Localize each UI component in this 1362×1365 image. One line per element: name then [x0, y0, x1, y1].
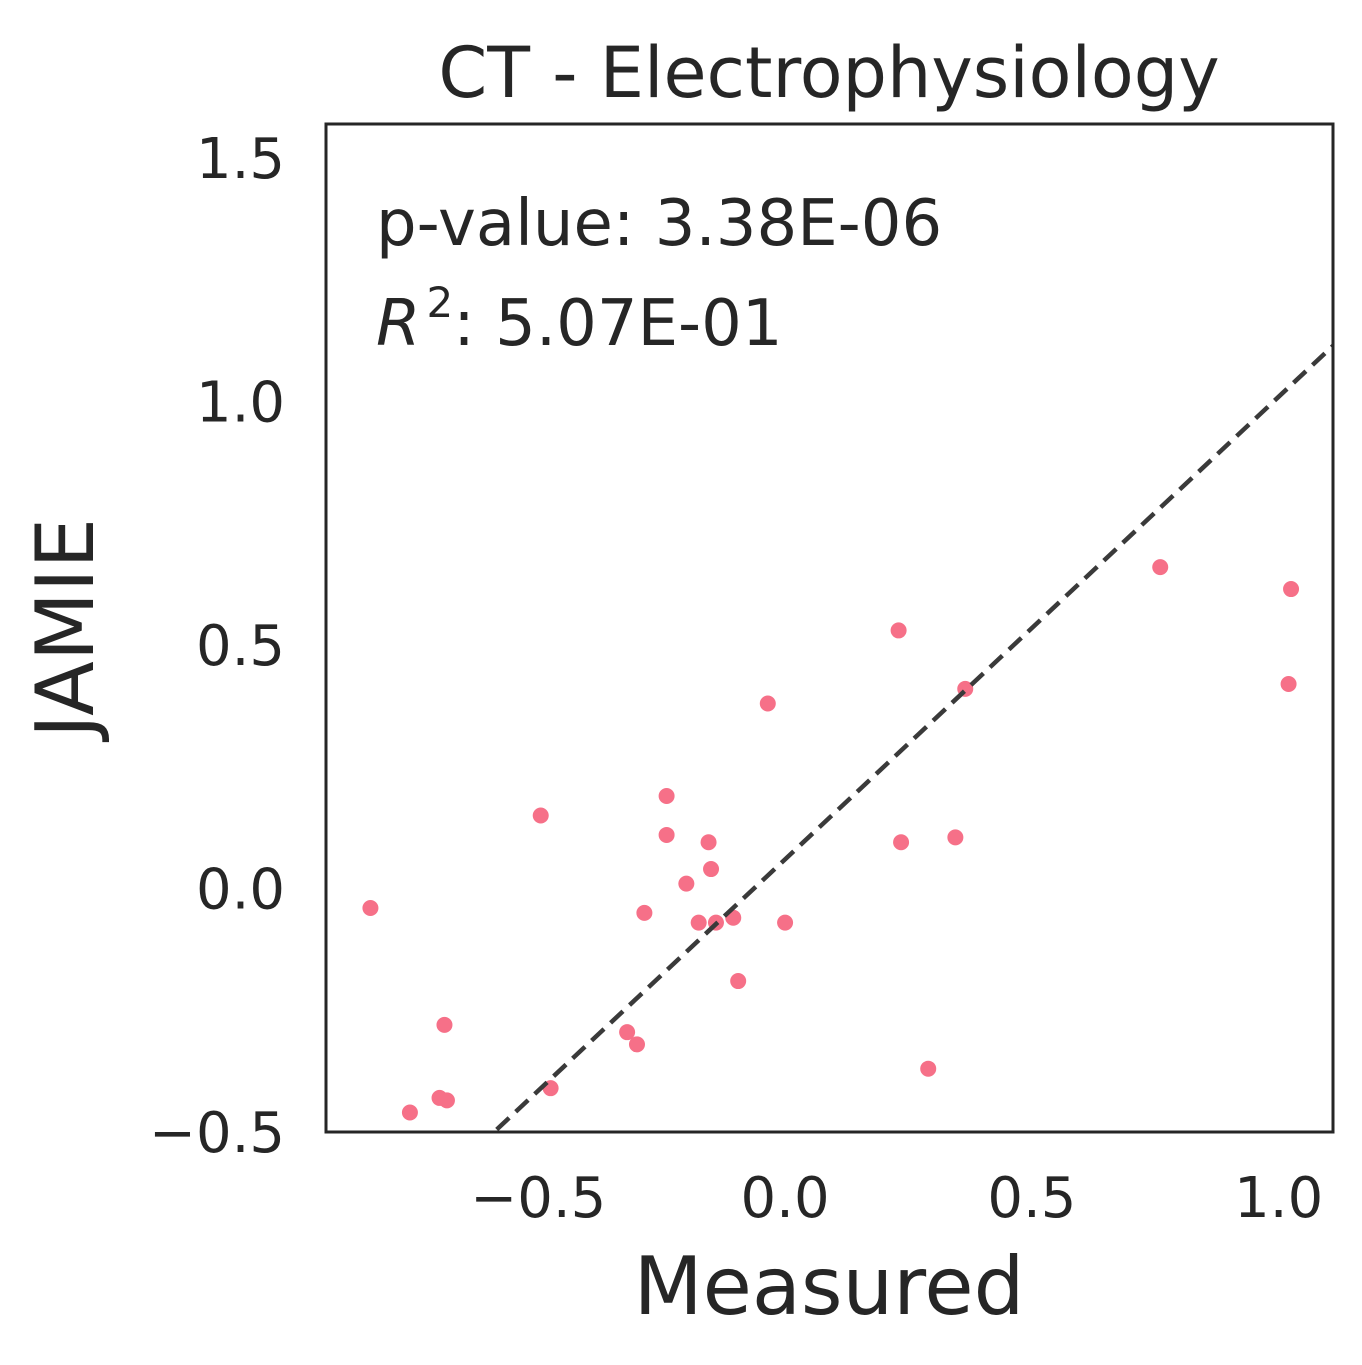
r2-symbol: R [376, 287, 420, 361]
plot-frame [324, 122, 1335, 1134]
y-tick-label: 0.0 [196, 858, 285, 923]
pvalue-annotation: p-value: 3.38E-06 [376, 187, 942, 261]
y-axis-label: JAMIE [19, 518, 112, 743]
data-point-4 [438, 1092, 455, 1109]
points-layer [362, 559, 1300, 1121]
x-tick-label: 1.0 [1234, 1166, 1323, 1231]
data-point-14 [690, 914, 707, 931]
data-point-21 [777, 914, 794, 931]
data-point-13 [678, 875, 695, 892]
fit-line [490, 344, 1333, 1132]
data-point-9 [628, 1036, 645, 1053]
data-point-12 [658, 826, 675, 843]
y-tick-label: 1.5 [196, 127, 285, 192]
x-axis-ticks: −0.5 0.0 0.5 1.0 [470, 1166, 1323, 1231]
data-point-15 [700, 834, 717, 851]
r2-value: : 5.07E-01 [453, 287, 782, 361]
data-point-1 [362, 900, 379, 916]
y-tick-label: 1.0 [196, 371, 285, 436]
data-point-8 [619, 1024, 636, 1041]
y-tick-label: −0.5 [149, 1101, 285, 1166]
x-tick-label: 0.0 [741, 1166, 830, 1231]
r2-exponent: 2 [426, 278, 453, 327]
x-tick-label: −0.5 [470, 1166, 606, 1231]
data-point-28 [1280, 676, 1297, 692]
x-axis-label: Measured [634, 1240, 1025, 1333]
data-point-22 [890, 622, 907, 639]
data-point-23 [893, 834, 910, 851]
data-point-11 [658, 788, 675, 804]
data-point-2 [401, 1104, 418, 1121]
data-point-10 [636, 904, 653, 921]
data-point-20 [759, 695, 776, 712]
data-point-29 [1283, 581, 1300, 598]
data-point-27 [1152, 559, 1169, 576]
data-point-19 [730, 973, 747, 990]
data-point-24 [920, 1060, 937, 1077]
data-point-6 [532, 807, 549, 824]
r2-annotation: R 2: 5.07E-01 [376, 278, 783, 361]
x-tick-label: 0.5 [987, 1166, 1076, 1231]
data-point-5 [436, 1016, 453, 1033]
data-point-25 [947, 829, 964, 846]
y-tick-label: 0.5 [196, 614, 285, 679]
y-axis-ticks: −0.5 0.0 0.5 1.0 1.5 [149, 127, 285, 1166]
data-point-16 [703, 861, 720, 878]
chart-title: CT - Electrophysiology [438, 32, 1219, 114]
